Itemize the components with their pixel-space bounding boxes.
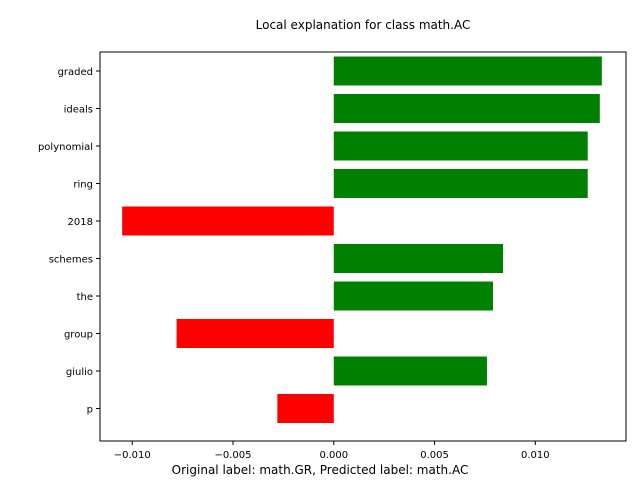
y-axis: graded ideals polynomial ring 2018 schemes the…: [38, 67, 100, 416]
bar-p: [277, 394, 334, 423]
bar-ideals: [333, 94, 600, 123]
y-tick-label: the: [77, 292, 93, 303]
x-axis: −0.010 −0.005 0.000 0.005 0.010: [114, 441, 550, 461]
x-tick-label: 0.000: [319, 450, 348, 461]
bar-group: [176, 319, 334, 348]
y-tick-label: giulio: [66, 367, 93, 378]
y-tick-label: ideals: [64, 105, 93, 116]
plot-frame: [99, 51, 627, 442]
y-tick-label: schemes: [49, 255, 93, 266]
y-tick-label: 2018: [68, 217, 93, 228]
y-tick-label: ring: [73, 180, 93, 191]
bar-graded: [333, 56, 602, 86]
y-tick-label: group: [64, 330, 93, 341]
chart-title: Local explanation for class math.AC: [256, 18, 471, 32]
x-tick-label: 0.010: [521, 450, 550, 461]
x-tick-label: 0.005: [420, 450, 449, 461]
bars-group: [122, 56, 602, 423]
bar-giulio: [333, 356, 487, 386]
bar-schemes: [333, 244, 504, 273]
bar-ring: [333, 169, 588, 198]
y-tick-label: p: [87, 405, 93, 416]
y-tick-label: graded: [58, 67, 93, 78]
chart-caption: Original label: math.GR, Predicted label…: [172, 463, 469, 477]
x-tick-label: −0.005: [215, 450, 252, 461]
y-tick-label: polynomial: [38, 142, 93, 153]
bar-the: [333, 281, 493, 311]
bar-polynomial: [333, 131, 588, 161]
bar-2018: [122, 206, 334, 236]
x-tick-label: −0.010: [114, 450, 151, 461]
